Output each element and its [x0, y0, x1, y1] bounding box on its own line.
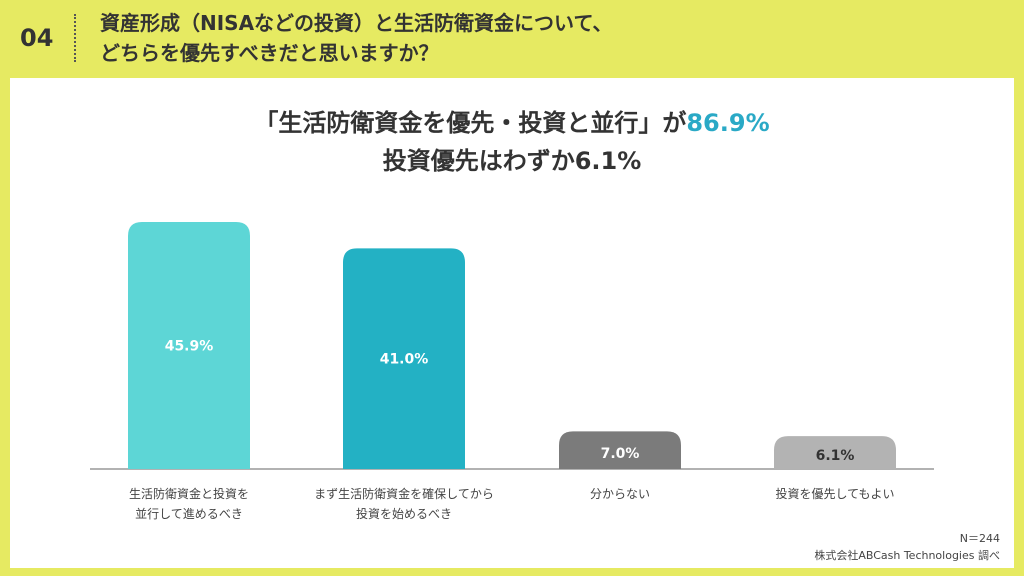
question-number: 04 [20, 24, 54, 52]
bar-2 [343, 248, 465, 469]
headline: 「生活防衛資金を優先・投資と並行」が86.9% 投資優先はわずか6.1% [10, 104, 1014, 180]
header-divider [74, 14, 76, 62]
category-label-3-line-1: 分からない [590, 487, 650, 501]
data-label-4: 6.1% [816, 448, 855, 464]
category-label-4-line-1: 投資を優先してもよい [775, 486, 894, 501]
category-label-2-line-1: まず生活防衛資金を確保してから [314, 486, 494, 501]
question-title-line-2: どちらを優先すべきだと思いますか？ [100, 41, 439, 65]
bar-1 [128, 222, 250, 469]
data-label-1: 45.9% [165, 339, 214, 355]
question-title: 資産形成（NISAなどの投資）と生活防衛資金について、 どちらを優先すべきだと思… [100, 8, 612, 68]
headline-highlight-value: 86.9% [686, 109, 770, 137]
header: 04 資産形成（NISAなどの投資）と生活防衛資金について、 どちらを優先すべき… [0, 0, 1024, 74]
headline-line-1: 「生活防衛資金を優先・投資と並行」が86.9% [10, 104, 1014, 142]
category-label-1-line-1: 生活防衛資金と投資を [129, 486, 249, 501]
category-label-1-line-2: 並行して進めるべき [135, 507, 243, 521]
sample-size: N＝244 [959, 532, 1000, 545]
bar-3 [559, 431, 681, 469]
source-credit: 株式会社ABCash Technologies 調べ [814, 549, 1000, 562]
chart-panel: 「生活防衛資金を優先・投資と並行」が86.9% 投資優先はわずか6.1% 45.… [10, 78, 1014, 568]
headline-line-1-text: 「生活防衛資金を優先・投資と並行」が [254, 109, 687, 137]
category-label-2-line-2: 投資を始めるべき [356, 506, 452, 521]
bar-4 [774, 436, 896, 469]
question-title-line-1: 資産形成（NISAなどの投資）と生活防衛資金について、 [100, 11, 613, 35]
data-label-3: 7.0% [601, 446, 640, 462]
data-label-2: 41.0% [380, 352, 429, 368]
headline-line-2: 投資優先はわずか6.1% [382, 147, 642, 175]
